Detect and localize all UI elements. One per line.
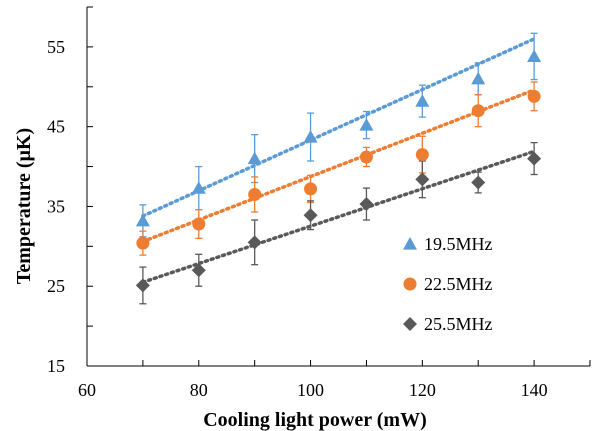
legend-label-22-5mhz: 22.5MHz (424, 274, 493, 294)
data-point-25-5mhz (135, 278, 150, 293)
trend-line-19-5mhz (141, 37, 536, 218)
y-tick-label: 15 (47, 356, 65, 376)
data-point-22-5mhz (415, 148, 429, 162)
data-point-22-5mhz (359, 150, 373, 164)
x-tick-label: 140 (521, 380, 548, 400)
data-point-22-5mhz (304, 182, 318, 196)
legend-marker-19-5mhz (403, 237, 417, 250)
data-points (135, 49, 542, 293)
data-point-19-5mhz (247, 151, 262, 165)
data-point-19-5mhz (303, 130, 318, 143)
data-point-25-5mhz (527, 151, 542, 166)
data-point-22-5mhz (471, 104, 485, 118)
x-tick-label: 100 (297, 380, 324, 400)
data-point-25-5mhz (359, 197, 374, 212)
y-axis-title: Temperature (μK) (13, 128, 35, 284)
error-bars (139, 32, 538, 305)
y-tick-label: 45 (47, 117, 65, 137)
x-tick-label: 60 (78, 380, 96, 400)
chart-legend: 19.5MHz 22.5MHz 25.5MHz (403, 234, 493, 334)
data-point-19-5mhz (359, 118, 374, 131)
data-point-22-5mhz (192, 217, 206, 231)
data-point-19-5mhz (471, 71, 486, 85)
legend-label-25-5mhz: 25.5MHz (424, 314, 493, 334)
trend-lines (141, 37, 536, 284)
data-point-25-5mhz (471, 175, 486, 190)
chart-ticks: 60 80 100 120 140 15 25 35 45 55 (47, 6, 591, 400)
x-axis-title: Cooling light power (mW) (203, 409, 427, 431)
data-point-25-5mhz (415, 172, 430, 187)
data-point-22-5mhz (136, 236, 150, 250)
data-point-19-5mhz (191, 181, 206, 194)
data-point-19-5mhz (415, 94, 430, 107)
y-tick-label: 25 (47, 276, 65, 296)
x-tick-label: 80 (190, 380, 208, 400)
data-point-25-5mhz (303, 208, 318, 223)
legend-marker-22-5mhz (403, 277, 417, 291)
data-point-22-5mhz (248, 187, 262, 201)
legend-label-19-5mhz: 19.5MHz (424, 234, 493, 254)
trend-line-22-5mhz (141, 88, 536, 244)
trend-line-25-5mhz (141, 149, 536, 284)
y-tick-label: 55 (47, 37, 65, 57)
y-tick-label: 35 (47, 196, 65, 216)
x-tick-label: 120 (409, 380, 436, 400)
data-point-25-5mhz (191, 263, 206, 278)
data-point-19-5mhz (135, 213, 150, 227)
data-point-25-5mhz (247, 235, 262, 250)
legend-marker-25-5mhz (403, 317, 417, 331)
chart-axes (86, 7, 590, 367)
data-point-19-5mhz (527, 49, 542, 63)
data-point-22-5mhz (527, 89, 541, 103)
